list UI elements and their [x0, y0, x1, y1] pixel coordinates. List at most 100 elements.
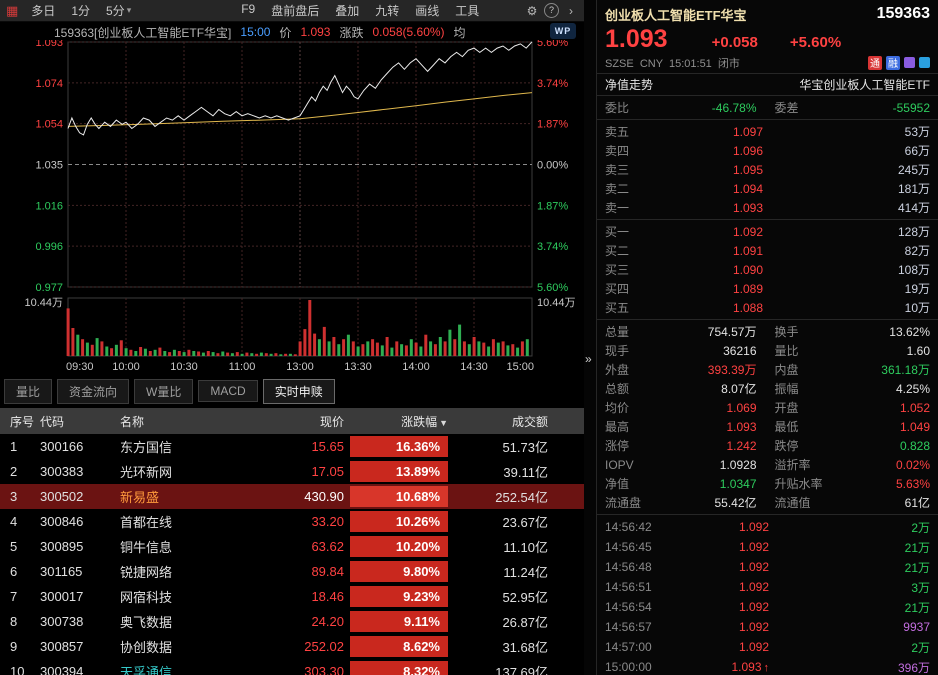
bid-row-3[interactable]: 买四 1.089 19万	[597, 279, 938, 298]
tab-0[interactable]: 量比	[4, 378, 53, 404]
volume-bar	[187, 349, 191, 356]
toolbar-tool-4[interactable]: 画线	[415, 4, 440, 18]
tick-row: 15:00:00 1.093 ↑ 396万	[597, 657, 938, 675]
stat-row: 总量 754.57万 换手 13.62%	[597, 322, 938, 341]
volume-bar	[380, 345, 384, 356]
cell-pct: 10.20%	[344, 534, 448, 559]
book-price: 1.092	[732, 224, 763, 239]
cell-name: 协创数据	[120, 640, 173, 655]
book-volume: 66万	[904, 144, 930, 158]
table-row[interactable]: 4 300846 首都在线 33.20 10.26% 23.67亿	[0, 509, 584, 534]
chevron-down-icon[interactable]: ▾	[126, 5, 132, 15]
ask-row-0[interactable]: 卖五 1.097 53万	[597, 122, 938, 141]
tab-2[interactable]: W量比	[134, 378, 194, 404]
x-axis-time-label: 11:00	[229, 361, 256, 373]
table-header-cell-5[interactable]: 成交额	[448, 413, 584, 430]
volume-bar	[119, 340, 123, 356]
volume-bar	[361, 344, 365, 356]
bid-row-2[interactable]: 买三 1.090 108万	[597, 260, 938, 279]
settings-icon[interactable]: ⚙	[526, 3, 538, 18]
bid-row-0[interactable]: 买一 1.092 128万	[597, 222, 938, 241]
security-name: 创业板人工智能ETF华宝	[605, 7, 747, 23]
table-row[interactable]: 9 300857 协创数据 252.02 8.62% 31.68亿	[0, 634, 584, 659]
toolbar-tool-0[interactable]: F9	[241, 2, 256, 16]
chevron-right-icon[interactable]: ›	[569, 3, 573, 18]
toolbar-tool-3[interactable]: 九转	[375, 4, 400, 18]
header-label: 成交额	[511, 414, 548, 429]
ask-row-2[interactable]: 卖三 1.095 245万	[597, 160, 938, 179]
sort-desc-icon[interactable]: ▼	[439, 417, 448, 428]
intraday-chart[interactable]: 159363[创业板人工智能ETF华宝] 15:00 价 1.093 涨跌 0.…	[0, 22, 584, 378]
cell-code: 300502	[40, 489, 84, 504]
chart-canvas[interactable]: 1.093 5.60% 1.074 3.74% 1.054 1.87% 1.035 0.00%…	[0, 40, 584, 378]
cell-pct: 8.32%	[344, 659, 448, 675]
ask-row-1[interactable]: 卖四 1.096 66万	[597, 141, 938, 160]
bid-row-1[interactable]: 买二 1.091 82万	[597, 241, 938, 260]
x-axis-time-label: 14:30	[460, 361, 488, 373]
chart-code-name: 159363[创业板人工智能ETF华宝]	[54, 25, 232, 40]
toolbar-item-0[interactable]: 多日	[31, 4, 56, 18]
table-row[interactable]: 5 300895 铜牛信息 63.62 10.20% 11.10亿	[0, 534, 584, 559]
volume-bar	[259, 352, 263, 356]
tick-price: 1.092	[683, 640, 769, 654]
table-header-cell-3[interactable]: 现价	[248, 413, 344, 430]
panel-splitter[interactable]: »	[584, 0, 597, 675]
indicator-tabs: 量比 资金流向 W量比 MACD 实时申赎	[4, 378, 335, 404]
toolbar-tool-2[interactable]: 叠加	[335, 4, 360, 18]
ask-row-4[interactable]: 卖一 1.093 414万	[597, 198, 938, 217]
divider	[597, 514, 938, 515]
tab-3[interactable]: MACD	[198, 380, 258, 402]
volume-bar	[197, 351, 201, 356]
chart-avg-label: 均	[453, 25, 466, 40]
tab-4[interactable]: 实时申赎	[262, 378, 335, 404]
quote-price-row: 1.093 +0.058 +5.60%	[597, 26, 938, 54]
table-row[interactable]: 1 300166 东方国信 15.65 16.36% 51.73亿	[0, 434, 584, 459]
volume-bar	[385, 337, 389, 356]
tick-time: 14:56:51	[605, 580, 652, 594]
weicha-label: 委差	[774, 101, 799, 115]
cell-price: 430.90	[304, 489, 344, 504]
bid-row-4[interactable]: 买五 1.088 10万	[597, 298, 938, 317]
table-row[interactable]: 7 300017 网宿科技 18.46 9.23% 52.95亿	[0, 584, 584, 609]
volume-bar	[216, 353, 220, 356]
cell-price: 89.84	[311, 564, 344, 579]
table-row[interactable]: 8 300738 奥飞数据 24.20 9.11% 26.87亿	[0, 609, 584, 634]
volume-bar	[511, 344, 515, 356]
volume-bar	[143, 348, 147, 356]
volume-bar	[317, 339, 321, 356]
volume-bar	[245, 352, 249, 356]
ask-row-3[interactable]: 卖二 1.094 181万	[597, 179, 938, 198]
tab-1[interactable]: 资金流向	[57, 378, 130, 404]
cell-code: 300857	[40, 639, 84, 654]
volume-bar	[327, 341, 331, 356]
volume-bar	[482, 342, 486, 356]
toolbar-tool-1[interactable]: 盘前盘后	[271, 4, 320, 18]
cell-code: 300738	[40, 614, 84, 629]
cell-pct: 13.89%	[344, 459, 448, 484]
cell-name: 天孚通信	[120, 665, 173, 675]
toolbar-left-group: 多日 1分 5分	[23, 2, 132, 19]
header-label: 现价	[319, 414, 344, 429]
collapse-icon[interactable]: »	[585, 352, 592, 366]
grid-menu-icon[interactable]: ▦	[6, 2, 19, 18]
y-axis-price-label: 1.016	[35, 200, 63, 212]
toolbar-mid-group: F9 盘前盘后 叠加 九转 画线 工具	[233, 2, 487, 19]
toolbar-item-1[interactable]: 1分	[71, 4, 90, 18]
volume-bar	[226, 352, 230, 356]
toolbar-item-2[interactable]: 5分	[106, 4, 125, 18]
table-row[interactable]: 3 300502 新易盛 430.90 10.68% 252.54亿	[0, 484, 584, 509]
stat-label: 均价	[605, 401, 630, 415]
volume-bar	[477, 341, 481, 356]
table-row[interactable]: 2 300383 光环新网 17.05 13.89% 39.11亿	[0, 459, 584, 484]
stat-value: 393.39万	[707, 363, 757, 377]
volume-bar	[105, 346, 109, 356]
stat-label: 开盘	[774, 401, 799, 415]
nav-trend-link[interactable]: 净值走势	[605, 78, 654, 92]
table-row[interactable]: 10 300394 天孚通信 303.30 8.32% 137.69亿	[0, 659, 584, 675]
divider	[597, 73, 938, 74]
table-row[interactable]: 6 301165 锐捷网络 89.84 9.80% 11.24亿	[0, 559, 584, 584]
stat-value: 36216	[723, 343, 757, 358]
table-header-cell-4[interactable]: 涨跌幅 ▼	[344, 413, 448, 430]
help-icon[interactable]: ?	[544, 3, 559, 18]
toolbar-tool-5[interactable]: 工具	[455, 4, 480, 18]
